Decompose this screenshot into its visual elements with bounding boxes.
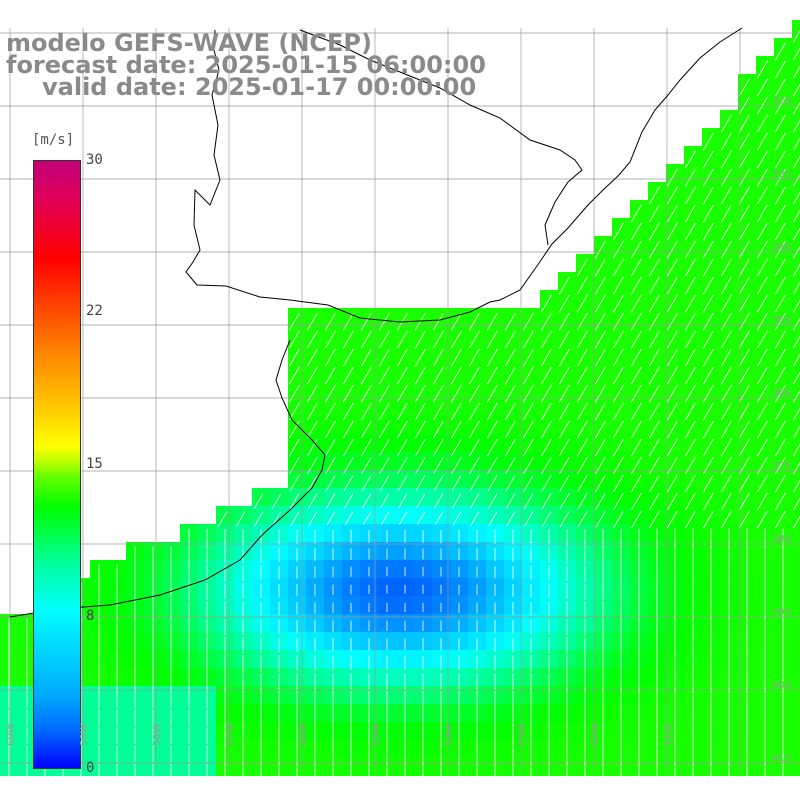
lat-label: 33S (772, 169, 792, 180)
lat-lon-grid (0, 28, 800, 770)
lat-label: 32S (772, 96, 792, 107)
lat-label: 34S (772, 242, 792, 253)
lon-label: 57W (225, 723, 236, 746)
lat-label: 37S (772, 461, 792, 472)
lon-label: 59W (79, 723, 90, 746)
coastline (185, 27, 743, 323)
lon-label: 56W (298, 723, 309, 746)
lat-label: 41S (772, 753, 792, 764)
lat-label: 40S (772, 680, 792, 691)
lon-label: 60W (6, 723, 17, 746)
lat-label: 39S (772, 607, 792, 618)
lat-label: 38S (772, 534, 792, 545)
title-forecast-date: forecast date: 2025-01-15 06:00:00 (6, 51, 486, 79)
colorbar (33, 160, 81, 769)
lon-label: 58W (152, 723, 163, 746)
colorbar-tick-15: 15 (86, 456, 103, 472)
wind-arrows (8, 29, 800, 783)
colorbar-tick-22: 22 (86, 303, 103, 319)
title-valid-date: valid date: 2025-01-17 00:00:00 (42, 73, 477, 101)
lon-label: 53W (517, 723, 528, 746)
lat-label: 36S (772, 388, 792, 399)
lon-label: 54W (444, 723, 455, 746)
colorbar-tick-0: 0 (86, 760, 95, 776)
lat-label: 35S (772, 315, 792, 326)
title-model: modelo GEFS-WAVE (NCEP) (6, 29, 372, 57)
lon-label: 51W (663, 723, 674, 746)
lon-label: 52W (590, 723, 601, 746)
uruguay-coast (299, 29, 583, 246)
colorbar-unit: [m/s] (32, 132, 75, 148)
lon-label: 55W (371, 723, 382, 746)
colorbar-tick-8: 8 (86, 608, 95, 624)
colorbar-tick-30: 30 (86, 152, 103, 168)
argentina-coast (9, 339, 326, 618)
